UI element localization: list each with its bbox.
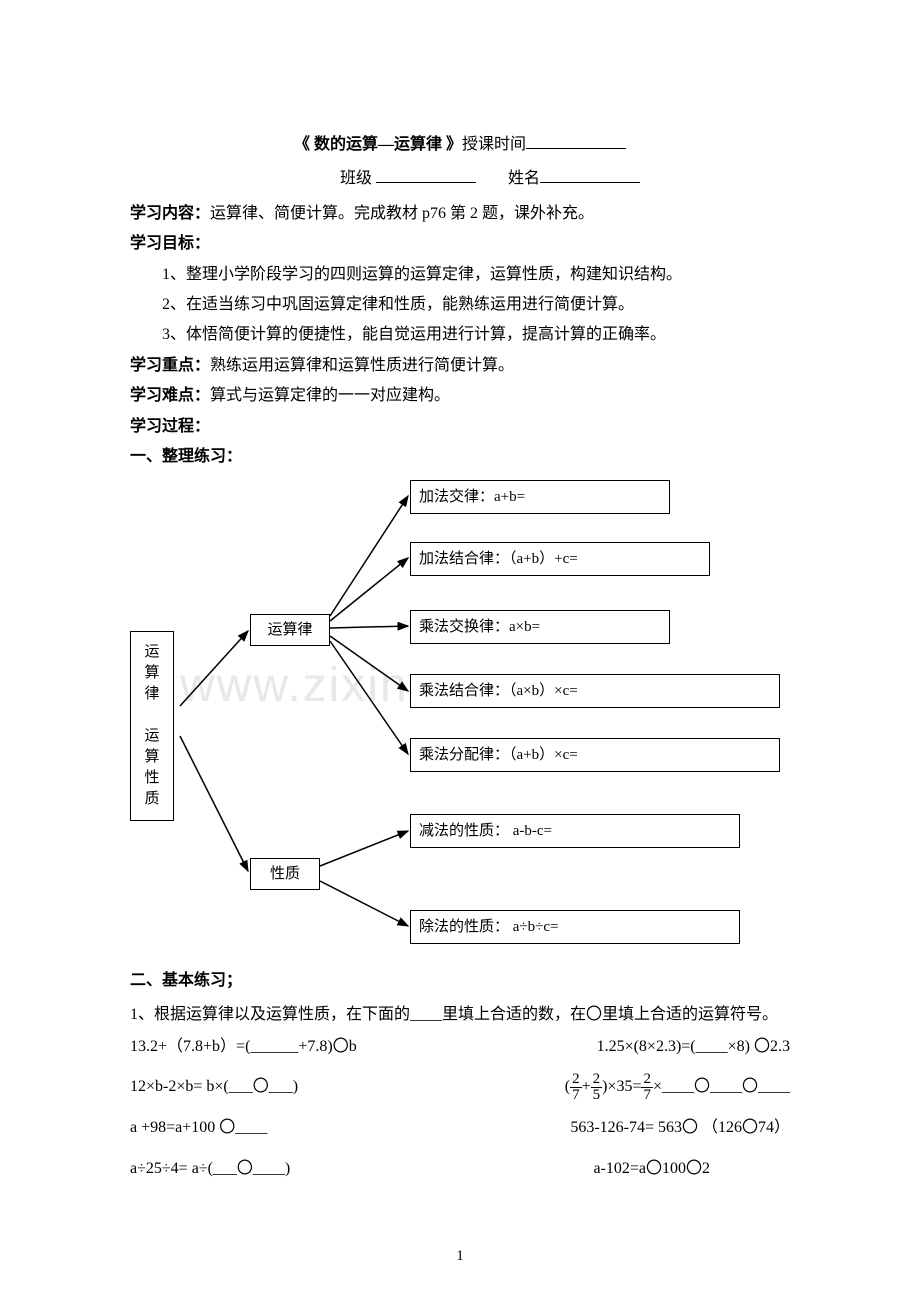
difficulty-label: 学习难点： bbox=[130, 387, 210, 404]
frac-1-num: 2 bbox=[570, 1072, 582, 1088]
diagram-leaf-3-text: 乘法交换律：a×b= bbox=[419, 613, 540, 642]
class-label: 班级 bbox=[340, 170, 372, 187]
content-text: 运算律、简便计算。完成教材 p76 第 2 题，课外补充。 bbox=[210, 205, 594, 222]
diagram-root-text: 运算律运算性质 bbox=[144, 642, 159, 810]
frac-2-num: 2 bbox=[591, 1072, 603, 1088]
diagram-leaf-5-text: 乘法分配律：（a+b）×c= bbox=[419, 741, 578, 770]
part2-q1: 1、根据运算律以及运算性质，在下面的____里填上合适的数，在〇里填上合适的运算… bbox=[130, 997, 790, 1032]
diagram-leaf-5: 乘法分配律：（a+b）×c= bbox=[410, 738, 780, 772]
ex-4-right: a-102=a〇100〇2 bbox=[593, 1154, 790, 1184]
frac-1: 27 bbox=[570, 1072, 582, 1103]
diagram-leaf-7: 除法的性质： a÷b÷c= bbox=[410, 910, 740, 944]
page-number: 1 bbox=[0, 1242, 920, 1271]
class-blank[interactable] bbox=[376, 182, 476, 183]
ex-1-right: 1.25×(8×2.3)=(____×8) 〇2.3 bbox=[597, 1032, 790, 1062]
goal-item-3: 3、体悟简便计算的便捷性，能自觉运用进行计算，提高计算的正确率。 bbox=[130, 320, 790, 350]
focus-text: 熟练运用运算律和运算性质进行简便计算。 bbox=[210, 357, 514, 374]
part2-heading: 二、基本练习； bbox=[130, 966, 790, 996]
ex-2-right-mid: + bbox=[582, 1078, 591, 1095]
exercise-row-3: a +98=a+100 〇____ 563-126-74= 563〇 （126〇… bbox=[130, 1113, 790, 1143]
diagram-leaf-7-text: 除法的性质： a÷b÷c= bbox=[419, 913, 559, 942]
ex-3-right: 563-126-74= 563〇 （126〇74） bbox=[570, 1113, 790, 1143]
class-name-line: 班级 姓名 bbox=[130, 164, 790, 194]
exercise-row-4: a÷25÷4= a÷(___〇____) a-102=a〇100〇2 bbox=[130, 1154, 790, 1184]
diagram-root-box: 运算律运算性质 bbox=[130, 631, 174, 821]
diagram-mid2-box: 性质 bbox=[250, 858, 320, 890]
goal-item-2: 2、在适当练习中巩固运算定律和性质，能熟练运用进行简便计算。 bbox=[130, 290, 790, 320]
ex-2-left: 12×b-2×b= b×(___〇___) bbox=[130, 1072, 298, 1103]
exercise-row-1: 13.2+（7.8+b）=(______+7.8)〇b 1.25×(8×2.3)… bbox=[130, 1032, 790, 1062]
goal-label: 学习目标： bbox=[130, 229, 790, 259]
name-blank[interactable] bbox=[540, 182, 640, 183]
ex-2-right-tail: ×____〇____〇____ bbox=[653, 1078, 790, 1095]
diagram-mid2-text: 性质 bbox=[270, 860, 300, 889]
ex-2-right-post: )×35= bbox=[602, 1078, 641, 1095]
frac-2-den: 5 bbox=[591, 1088, 603, 1103]
teach-time-blank[interactable] bbox=[526, 148, 626, 149]
diagram-leaf-4-text: 乘法结合律：（a×b）×c= bbox=[419, 677, 578, 706]
diagram-leaf-4: 乘法结合律：（a×b）×c= bbox=[410, 674, 780, 708]
diagram-leaf-2-text: 加法结合律：（a+b）+c= bbox=[419, 545, 578, 574]
diagram-leaf-2: 加法结合律：（a+b）+c= bbox=[410, 542, 710, 576]
difficulty-line: 学习难点：算式与运算定律的一一对应建构。 bbox=[130, 381, 790, 411]
focus-label: 学习重点： bbox=[130, 357, 210, 374]
exercise-row-2: 12×b-2×b= b×(___〇___) (27+25)×35=27×____… bbox=[130, 1072, 790, 1103]
frac-1-den: 7 bbox=[570, 1088, 582, 1103]
ex-2-right: (27+25)×35=27×____〇____〇____ bbox=[565, 1072, 790, 1103]
frac-2: 25 bbox=[591, 1072, 603, 1103]
frac-3: 27 bbox=[641, 1072, 653, 1103]
title-suffix: 》 bbox=[442, 136, 462, 153]
frac-3-den: 7 bbox=[641, 1088, 653, 1103]
diagram-leaf-3: 乘法交换律：a×b= bbox=[410, 610, 670, 644]
diagram-mid1-text: 运算律 bbox=[267, 616, 312, 645]
diagram-leaf-6-text: 减法的性质： a-b-c= bbox=[419, 817, 552, 846]
content-line: 学习内容：运算律、简便计算。完成教材 p76 第 2 题，课外补充。 bbox=[130, 199, 790, 229]
section-2: 二、基本练习； 1、根据运算律以及运算性质，在下面的____里填上合适的数，在〇… bbox=[130, 966, 790, 1184]
title-line: 《 数的运算—运算律 》授课时间 bbox=[130, 130, 790, 160]
part1-heading: 一、整理练习： bbox=[130, 442, 790, 472]
diagram-mid1-box: 运算律 bbox=[250, 614, 330, 646]
goal-item-1: 1、整理小学阶段学习的四则运算的运算定律，运算性质，构建知识结构。 bbox=[130, 260, 790, 290]
frac-3-num: 2 bbox=[641, 1072, 653, 1088]
teach-time-label: 授课时间 bbox=[462, 136, 526, 153]
title-main: 数的运算—运算律 bbox=[314, 136, 442, 153]
ex-1-left: 13.2+（7.8+b）=(______+7.8)〇b bbox=[130, 1032, 357, 1062]
diagram-leaf-1-text: 加法交律：a+b= bbox=[419, 483, 525, 512]
ex-4-left: a÷25÷4= a÷(___〇____) bbox=[130, 1154, 290, 1184]
diagram-leaf-1: 加法交律：a+b= bbox=[410, 480, 670, 514]
diagram-leaf-6: 减法的性质： a-b-c= bbox=[410, 814, 740, 848]
process-label: 学习过程： bbox=[130, 412, 790, 442]
difficulty-text: 算式与运算定律的一一对应建构。 bbox=[210, 387, 450, 404]
focus-line: 学习重点：熟练运用运算律和运算性质进行简便计算。 bbox=[130, 351, 790, 381]
content-label: 学习内容： bbox=[130, 205, 210, 222]
name-label: 姓名 bbox=[508, 170, 540, 187]
ex-3-left: a +98=a+100 〇____ bbox=[130, 1113, 267, 1143]
title-prefix: 《 bbox=[294, 136, 314, 153]
diagram: 运算律运算性质 运算律 性质 加法交律：a+b= 加法结合律：（a+b）+c= … bbox=[130, 476, 790, 956]
